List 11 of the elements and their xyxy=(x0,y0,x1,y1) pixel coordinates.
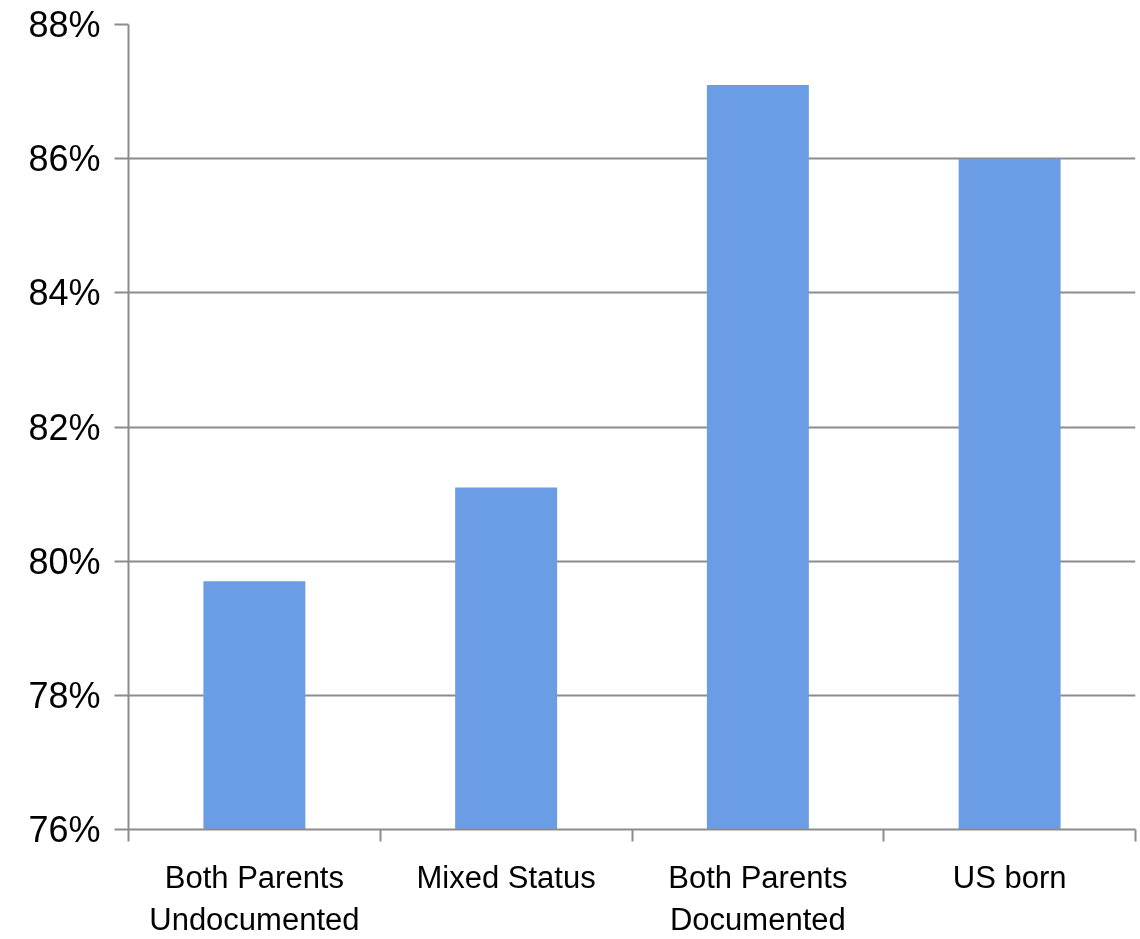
y-tick-label: 82% xyxy=(28,406,101,448)
y-tick-label: 86% xyxy=(28,138,101,180)
x-tick-label: US born xyxy=(952,859,1067,895)
x-tick-label: Both Parents Documented xyxy=(668,859,848,937)
y-tick-label: 88% xyxy=(28,4,101,45)
x-tick-label: Both Parents Undocumented xyxy=(149,859,360,937)
x-tick-label: Mixed Status xyxy=(416,859,596,895)
y-tick-label: 80% xyxy=(28,540,101,582)
y-tick-label: 84% xyxy=(28,272,101,314)
y-tick-label: 78% xyxy=(28,674,101,716)
y-tick-label: 76% xyxy=(28,809,101,850)
